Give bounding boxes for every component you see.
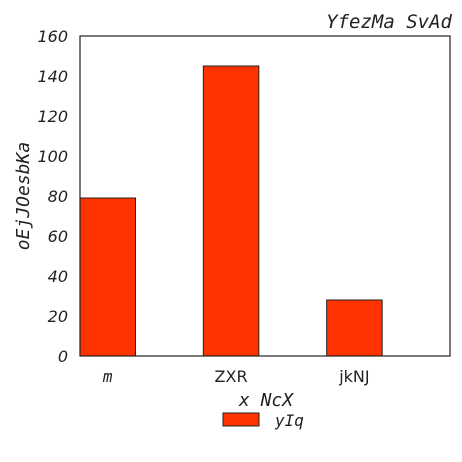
y-tick-label: 60 — [48, 227, 68, 246]
y-axis-label: oEjJOesbKa — [13, 142, 34, 250]
legend-swatch — [222, 412, 260, 427]
x-tick-label: ZXR — [215, 367, 248, 386]
y-tick-label: 0 — [58, 347, 68, 366]
bar-ZXR — [202, 65, 260, 357]
bars — [79, 65, 383, 357]
plot-area-frame — [79, 35, 451, 357]
y-tick-label: 40 — [48, 267, 68, 286]
bar-jkNJ — [326, 299, 383, 357]
x-tick-label: m — [102, 367, 113, 386]
x-tick-label: jkNJ — [338, 367, 369, 386]
bar-m — [79, 197, 136, 357]
chart-title: YfezMa SvAd — [326, 11, 452, 33]
y-tick-label: 20 — [48, 307, 68, 326]
x-axis-label: x NcX — [238, 390, 294, 411]
y-tick-label: 80 — [48, 187, 68, 206]
x-axis-ticks: m ZXR jkNJ — [102, 367, 370, 386]
legend: yIq — [222, 411, 304, 430]
legend-label: yIq — [274, 411, 304, 430]
y-tick-label: 160 — [37, 27, 68, 46]
y-axis-ticks: 0 20 40 60 80 100 120 140 160 — [37, 27, 68, 366]
y-tick-label: 140 — [37, 67, 68, 86]
y-tick-label: 100 — [37, 147, 68, 166]
y-tick-label: 120 — [37, 107, 68, 126]
